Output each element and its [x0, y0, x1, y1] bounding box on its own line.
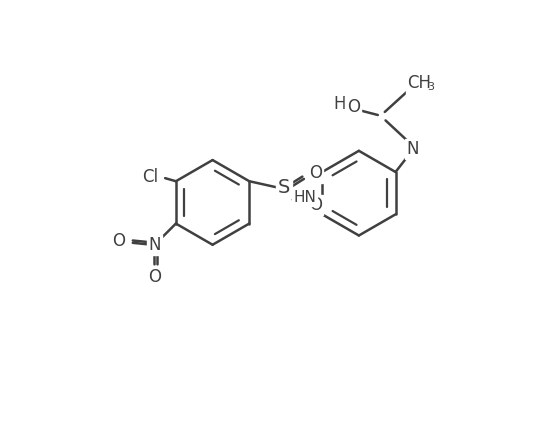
Text: O: O: [148, 268, 161, 286]
Text: Cl: Cl: [142, 168, 158, 186]
Text: O: O: [112, 232, 125, 250]
Text: O: O: [346, 97, 360, 115]
Text: O: O: [309, 196, 322, 214]
Text: 3: 3: [427, 82, 435, 92]
Text: O: O: [309, 164, 322, 182]
Text: N: N: [406, 140, 419, 158]
Text: S: S: [278, 178, 290, 197]
Text: H: H: [334, 95, 346, 113]
Text: N: N: [148, 236, 161, 254]
Text: CH: CH: [408, 75, 431, 92]
Text: HN: HN: [293, 190, 316, 205]
